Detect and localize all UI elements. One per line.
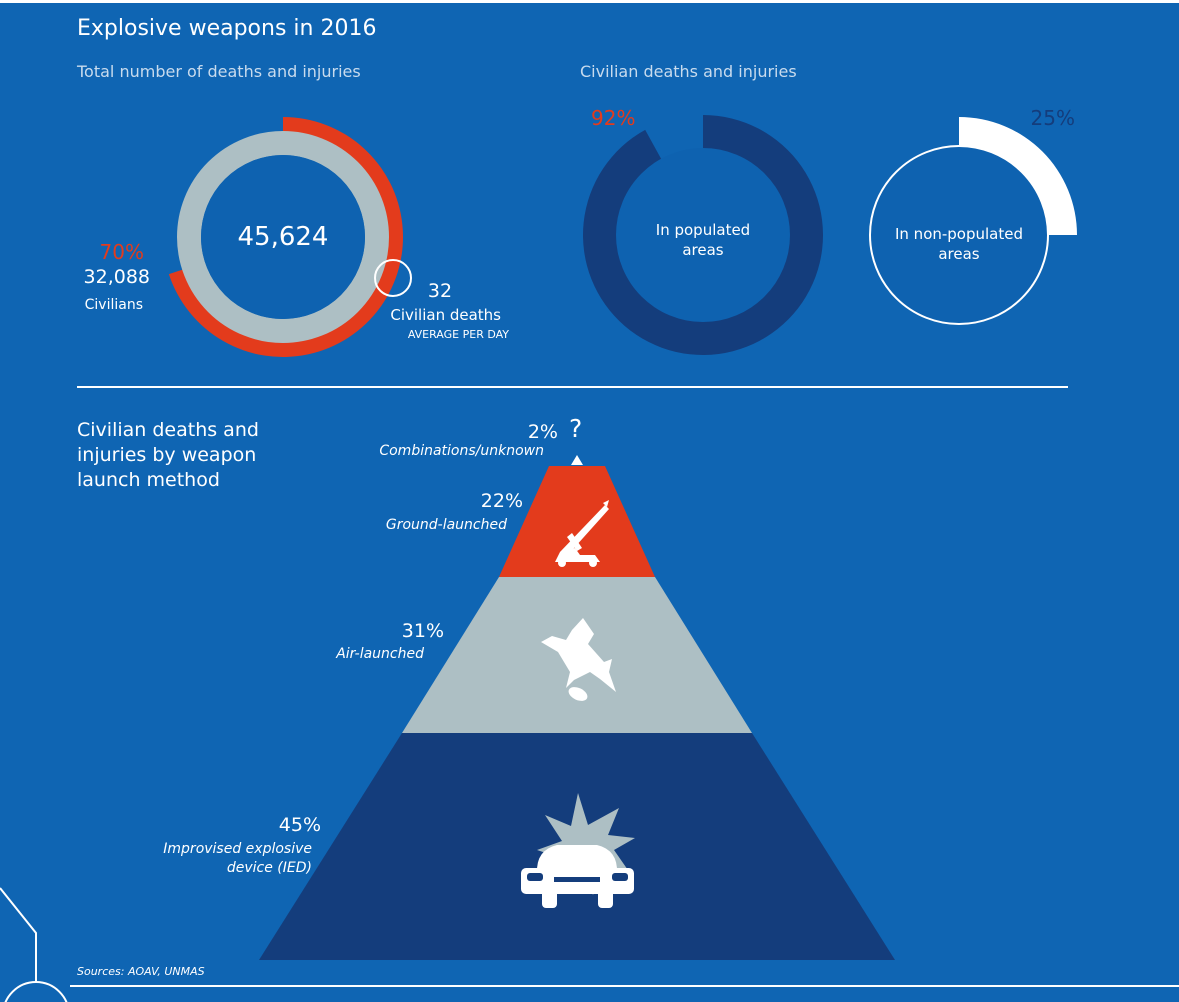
ied-pct: 45%	[278, 814, 321, 836]
per-day-value: 32	[427, 280, 453, 302]
ground-launched-segment	[499, 466, 655, 577]
ground-launched-pct: 22%	[480, 490, 523, 512]
footer-divider	[70, 985, 1179, 987]
civilian-label: Civilians	[84, 297, 143, 313]
total-donut-chart	[168, 117, 412, 357]
populated-donut-chart	[583, 115, 824, 355]
combinations-label: Combinations/unknown	[379, 443, 544, 459]
total-subtitle: Total number of deaths and injuries	[77, 62, 361, 81]
per-day-sublabel: AVERAGE PER DAY	[407, 328, 509, 341]
civilian-subtitle: Civilian deaths and injuries	[580, 62, 797, 81]
rocket-launcher-icon	[555, 500, 609, 567]
non-populated-share-arc	[959, 117, 1077, 235]
non-populated-pct-label: 25%	[1030, 106, 1075, 130]
populated-center-disc	[616, 148, 790, 322]
page-title: Explosive weapons in 2016	[77, 16, 377, 41]
civilian-count-label: 32,088	[83, 266, 150, 288]
sources-note: Sources: AOAV, UNMAS	[77, 965, 205, 978]
non-populated-donut-chart	[869, 117, 1077, 325]
section-divider	[77, 386, 1068, 388]
pyramid-heading: Civilian deaths and injuries by weapon l…	[77, 419, 259, 491]
air-launched-label: Air-launched	[336, 646, 424, 662]
civilian-pct-label: 70%	[99, 240, 144, 264]
corner-circle-decoration	[4, 981, 68, 1002]
corner-line-decoration	[0, 887, 37, 982]
ground-launched-label: Ground-launched	[385, 517, 507, 533]
ied-label: Improvised explosive device (IED)	[163, 841, 312, 876]
combinations-pct: 2%	[527, 421, 558, 443]
car-bomb-icon	[521, 793, 635, 908]
total-center-disc	[201, 155, 365, 319]
combinations-segment	[571, 455, 583, 465]
fighter-jet-icon	[541, 618, 616, 701]
populated-area-label: In populated areas	[655, 221, 751, 259]
non-populated-center-disc	[869, 145, 1049, 325]
populated-pct-label: 92%	[591, 106, 636, 130]
question-mark-icon: ?	[569, 414, 583, 443]
total-ring	[177, 131, 389, 343]
total-center-value: 45,624	[237, 222, 329, 252]
top-border	[0, 0, 1179, 3]
air-launched-pct: 31%	[401, 620, 444, 642]
per-day-label: Civilian deaths	[390, 306, 501, 324]
per-day-circle-icon	[374, 259, 412, 297]
non-populated-area-label: In non-populated areas	[894, 225, 1024, 263]
